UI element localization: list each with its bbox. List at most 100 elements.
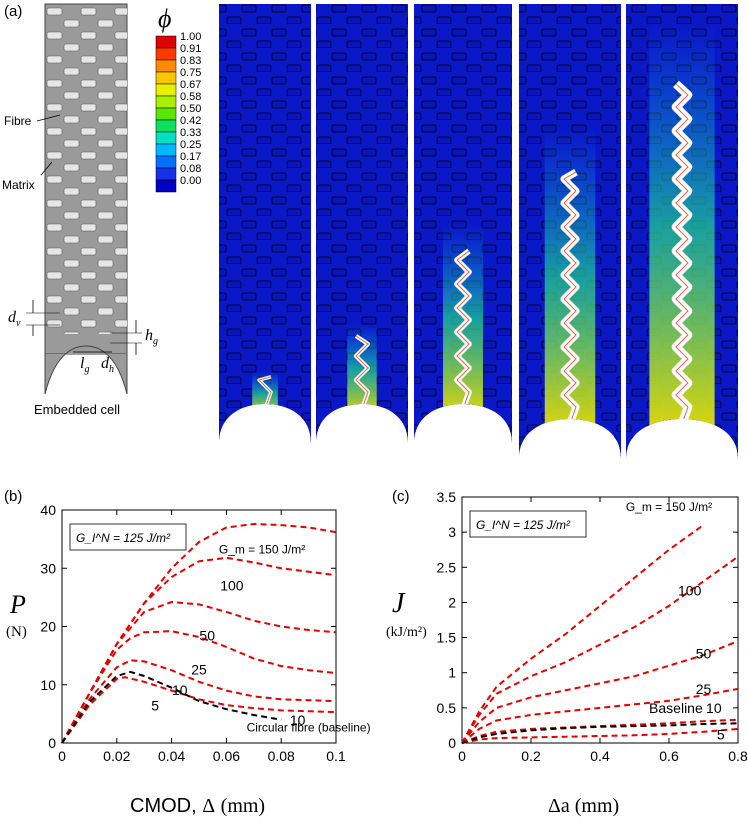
colorbar-swatch	[155, 155, 177, 169]
colorbar-tick-label: 0.91	[180, 43, 201, 55]
series-label: 100	[220, 577, 244, 593]
x-tick-label: 0.06	[213, 748, 240, 764]
colorbar-tick-label: 0.75	[180, 67, 201, 79]
chart-c-ylabel-symbol: J	[392, 588, 405, 619]
x-tick-label: 0.2	[521, 748, 541, 764]
snapshot-panel	[519, 4, 621, 459]
phase-field-snapshots	[219, 4, 738, 459]
series-label: G_m = 150 J/m²	[626, 500, 712, 514]
series-label: 50	[199, 627, 215, 643]
colorbar-swatch	[155, 47, 177, 61]
schematic-embedded-cell	[26, 3, 142, 395]
panel-c-tag: (c)	[392, 488, 410, 505]
y-tick-label: 1	[448, 665, 456, 681]
series-line	[461, 727, 739, 744]
panel-a-tag: (a)	[4, 3, 23, 20]
embedded-cell-label: Embedded cell	[34, 402, 120, 417]
snapshot-panel	[316, 4, 408, 444]
colorbar-tick-label: 0.08	[180, 163, 201, 175]
y-tick-label: 0	[448, 735, 456, 751]
colorbar-swatch	[155, 35, 177, 49]
colorbar-swatch	[155, 131, 177, 145]
y-tick-label: 10	[40, 677, 56, 693]
y-tick-label: 0.5	[437, 700, 457, 716]
y-tick-label: 2	[448, 594, 456, 610]
svg-text:G_I^N = 125 J/m²: G_I^N = 125 J/m²	[476, 518, 571, 532]
fibre-label: Fibre	[4, 114, 32, 128]
x-tick-label: 0.1	[326, 748, 346, 764]
colorbar-tick-label: 0.17	[180, 151, 201, 163]
colorbar-swatch	[155, 71, 177, 85]
matrix-label: Matrix	[2, 178, 35, 192]
series-label: 25	[191, 661, 207, 677]
colorbar-swatch	[155, 83, 177, 97]
series-line	[61, 659, 337, 744]
colorbar-tick-label: 0.83	[180, 55, 201, 67]
series-line	[461, 722, 739, 744]
chart-b-xlabel: CMOD, Δ (mm)	[130, 795, 266, 817]
dv-symbol: dv	[8, 309, 21, 330]
colorbar-swatch	[155, 59, 177, 73]
annotation-box: G_I^N = 125 J/m²	[469, 510, 587, 538]
x-tick-label: 0.4	[590, 748, 610, 764]
series-line	[461, 687, 739, 744]
x-tick-label: 0.6	[659, 748, 679, 764]
y-tick-label: 40	[40, 502, 56, 518]
series-line	[61, 676, 337, 744]
y-tick-label: 20	[40, 619, 56, 635]
x-tick-label: 0	[58, 748, 66, 764]
colorbar-tick-label: 0.58	[180, 91, 201, 103]
colorbar-tick-label: 0.25	[180, 139, 201, 151]
colorbar-tick-label: 0.67	[180, 79, 201, 91]
y-tick-label: 30	[40, 560, 56, 576]
snapshot-panel	[626, 4, 738, 459]
x-tick-label: 0.8	[728, 748, 748, 764]
panel-b-tag: (b)	[4, 488, 23, 505]
series-line	[61, 670, 282, 744]
x-tick-label: 0.04	[158, 748, 185, 764]
series-label: 10	[172, 682, 188, 698]
chart-b-cmod: 0 0.02 0.04 0.06 0.08 0.1 0 10 20 30 40 G_m = 150 J…	[40, 502, 370, 764]
series-line	[61, 600, 337, 744]
phi-colorbar: 1.000.910.830.750.670.580.500.420.330.25…	[155, 31, 201, 193]
series-line	[461, 640, 739, 744]
series-line	[61, 630, 337, 744]
series-label: 50	[696, 646, 712, 662]
series-label: 5	[151, 697, 159, 713]
colorbar-swatch	[155, 119, 177, 133]
x-tick-label: 0.02	[103, 748, 130, 764]
colorbar-tick-label: 0.00	[180, 175, 201, 187]
annotation-box: G_I^N = 125 J/m²	[69, 523, 187, 551]
snapshot-panel	[414, 4, 512, 444]
series-label: 10	[706, 700, 722, 716]
series-line	[461, 555, 739, 744]
panel-a-figure: 1.000.910.830.750.670.580.500.420.330.25…	[26, 3, 738, 459]
colorbar-swatch	[155, 179, 177, 193]
colorbar-swatch	[155, 167, 177, 181]
dh-symbol: dh	[101, 355, 114, 376]
colorbar-tick-label: 0.50	[180, 103, 201, 115]
colorbar-tick-label: 1.00	[180, 31, 201, 43]
colorbar-tick-label: 0.33	[180, 127, 201, 139]
chart-b-ylabel-unit: (N)	[6, 624, 27, 640]
hg-symbol: hg	[145, 327, 158, 348]
colorbar-swatch	[155, 95, 177, 109]
chart-c-j-resistance: 0 0.2 0.4 0.6 0.8 0 0.5 1 1.5 2 2.5 3 3.5 G_m = 150 J…	[437, 489, 748, 764]
matrix-leader	[40, 161, 53, 176]
y-tick-label: 3	[448, 524, 456, 540]
lg-symbol: lg	[80, 355, 90, 376]
svg-text:G_I^N = 125 J/m²: G_I^N = 125 J/m²	[76, 531, 171, 545]
colorbar-tick-label: 0.42	[180, 115, 201, 127]
y-tick-label: 1.5	[437, 630, 457, 646]
chart-c-xlabel: Δa (mm)	[548, 795, 620, 817]
snapshot-panel	[219, 4, 311, 444]
x-tick-label: 0	[458, 748, 466, 764]
chart-b-ylabel-symbol: P	[10, 590, 26, 619]
colorbar-swatch	[155, 107, 177, 121]
y-tick-label: 3.5	[437, 489, 457, 505]
y-tick-label: 2.5	[437, 559, 457, 575]
y-tick-label: 0	[48, 735, 56, 751]
series-label: G_m = 150 J/m²	[219, 543, 305, 557]
series-label: Baseline	[649, 700, 703, 716]
fibre-leader	[36, 114, 61, 122]
